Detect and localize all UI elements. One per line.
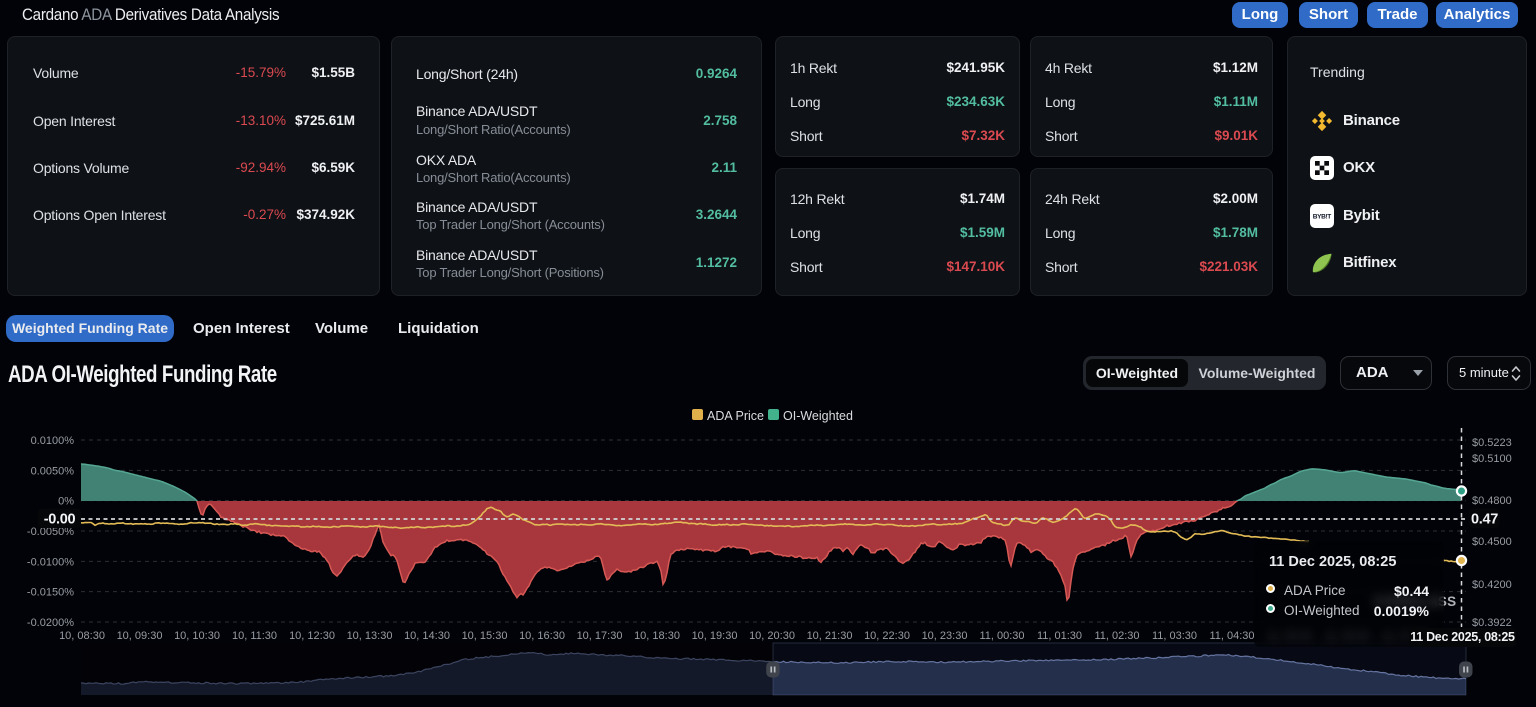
- svg-text:10, 11:30: 10, 11:30: [232, 630, 277, 642]
- svg-text:10, 23:30: 10, 23:30: [922, 630, 968, 642]
- svg-text:BYB!T: BYB!T: [1313, 214, 1332, 221]
- svg-text:-0.0100%: -0.0100%: [27, 556, 74, 568]
- svg-text:0.47: 0.47: [1471, 512, 1498, 528]
- svg-text:-0.0200%: -0.0200%: [27, 617, 74, 629]
- svg-text:0.0100%: 0.0100%: [31, 435, 75, 447]
- svg-text:10, 09:30: 10, 09:30: [117, 630, 163, 642]
- svg-text:10, 17:30: 10, 17:30: [577, 630, 623, 642]
- svg-text:10, 22:30: 10, 22:30: [864, 630, 910, 642]
- svg-text:10, 08:30: 10, 08:30: [59, 630, 105, 642]
- svg-text:10, 10:30: 10, 10:30: [174, 630, 220, 642]
- svg-text:10, 18:30: 10, 18:30: [634, 630, 680, 642]
- svg-text:11, 02:30: 11, 02:30: [1094, 630, 1139, 642]
- svg-text:10, 14:30: 10, 14:30: [404, 630, 450, 642]
- svg-text:$0.4500: $0.4500: [1472, 536, 1512, 548]
- svg-text:11, 04:30: 11, 04:30: [1209, 630, 1254, 642]
- svg-text:-0.0050%: -0.0050%: [27, 526, 74, 538]
- svg-text:10, 12:30: 10, 12:30: [289, 630, 335, 642]
- svg-text:$0.4200: $0.4200: [1472, 579, 1512, 591]
- svg-text:10, 20:30: 10, 20:30: [749, 630, 795, 642]
- svg-text:0%: 0%: [58, 496, 74, 508]
- svg-text:10, 21:30: 10, 21:30: [807, 630, 853, 642]
- svg-text:10, 19:30: 10, 19:30: [692, 630, 738, 642]
- svg-text:0.0050%: 0.0050%: [31, 465, 75, 477]
- svg-text:-0.0150%: -0.0150%: [27, 587, 74, 599]
- svg-text:$0.5100: $0.5100: [1472, 453, 1512, 465]
- svg-text:$0.5223: $0.5223: [1472, 437, 1512, 449]
- svg-text:11, 01:30: 11, 01:30: [1037, 630, 1082, 642]
- svg-text:$0.4800: $0.4800: [1472, 495, 1512, 507]
- svg-text:11, 03:30: 11, 03:30: [1152, 630, 1197, 642]
- svg-text:-0.00: -0.00: [44, 512, 76, 528]
- svg-text:10, 16:30: 10, 16:30: [519, 630, 565, 642]
- svg-text:11, 00:30: 11, 00:30: [979, 630, 1024, 642]
- svg-text:10, 15:30: 10, 15:30: [462, 630, 508, 642]
- svg-text:10, 13:30: 10, 13:30: [347, 630, 393, 642]
- svg-text:$0.3922: $0.3922: [1472, 617, 1512, 629]
